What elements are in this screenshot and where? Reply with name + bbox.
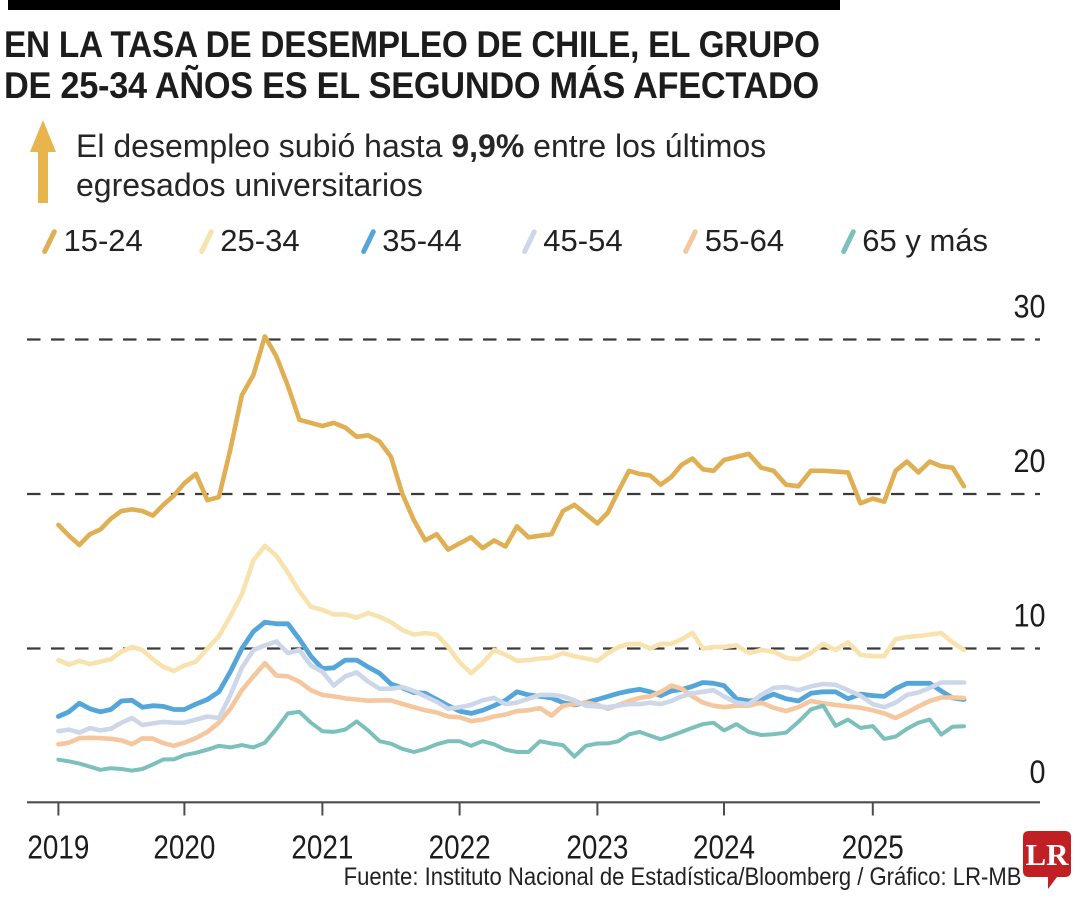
chart-subtitle: El desempleo subió hasta 9,9% entre los …: [76, 127, 766, 205]
chart-legend: 15-24 25-34 35-44 45-54 55-64 65 y más: [0, 223, 1080, 258]
subtitle-text-post: entre los últimos: [524, 128, 767, 164]
lr-logo: LR: [1023, 831, 1071, 889]
legend-label: 15-24: [63, 223, 143, 258]
legend-mark-icon: [682, 227, 699, 255]
series-line-25-34: [56, 543, 967, 676]
x-axis-label-2022: 2022: [429, 829, 491, 866]
x-axis-label-2021: 2021: [291, 829, 353, 866]
legend-label: 45-54: [543, 223, 623, 258]
subtitle-line2: egresados universitarios: [76, 167, 423, 203]
page-title-line1: EN LA TASA DE DESEMPLEO DE CHILE, EL GRU…: [4, 24, 820, 65]
lr-logo-text: LR: [1025, 837, 1069, 872]
up-arrow-icon: [30, 120, 56, 203]
series-line-55-64: [56, 660, 967, 749]
legend-item-55-64: 55-64: [682, 223, 785, 258]
legend-label: 35-44: [382, 223, 462, 258]
x-axis-label-2019: 2019: [27, 829, 89, 866]
legend-item-25-34: 25-34: [198, 223, 300, 258]
series-line-35-44: [56, 619, 967, 719]
subtitle-highlight: 9,9%: [451, 128, 525, 164]
subtitle-text-pre: El desempleo subió hasta: [76, 128, 452, 164]
masthead-bar: [8, 0, 840, 10]
legend-item-45-54: 45-54: [521, 223, 623, 258]
source-note: Fuente: Instituto Nacional de Estadístic…: [343, 863, 1021, 891]
legend-mark-icon: [840, 227, 856, 255]
x-axis-label-2020: 2020: [153, 829, 215, 866]
series-line-15-24: [56, 334, 967, 552]
x-axis-label-2024: 2024: [693, 829, 755, 866]
x-axis-label-2023: 2023: [566, 829, 628, 866]
series-line-65-y-más: [56, 703, 966, 773]
legend-mark-icon: [41, 227, 58, 255]
y-axis-label-0: 0: [1030, 754, 1046, 790]
subtitle-line1: El desempleo subió hasta 9,9% entre los …: [76, 127, 766, 166]
legend-label: 55-64: [704, 223, 785, 258]
legend-item-15-24: 15-24: [41, 223, 143, 258]
legend-label: 65 y más: [862, 223, 989, 258]
legend-item-35-44: 35-44: [360, 223, 462, 258]
y-axis-label-20: 20: [1014, 443, 1046, 479]
legend-label: 25-34: [220, 223, 300, 258]
legend-item-65-y-más: 65 y más: [840, 223, 989, 258]
page-title: EN LA TASA DE DESEMPLEO DE CHILE, EL GRU…: [4, 24, 908, 106]
legend-mark-icon: [198, 227, 214, 255]
page-title-line2: DE 25-34 AÑOS ES EL SEGUNDO MÁS AFECTADO: [4, 65, 819, 106]
x-axis-label-2025: 2025: [842, 829, 904, 866]
y-axis-label-10: 10: [1014, 598, 1046, 634]
y-axis-label-30: 30: [1014, 289, 1046, 325]
legend-mark-icon: [521, 227, 537, 255]
series-line-45-54: [56, 639, 967, 736]
legend-mark-icon: [360, 227, 376, 255]
line-chart: 30 20 10 0 2019 2020 2021 2022 2023 2024 2025: [27, 289, 1046, 866]
